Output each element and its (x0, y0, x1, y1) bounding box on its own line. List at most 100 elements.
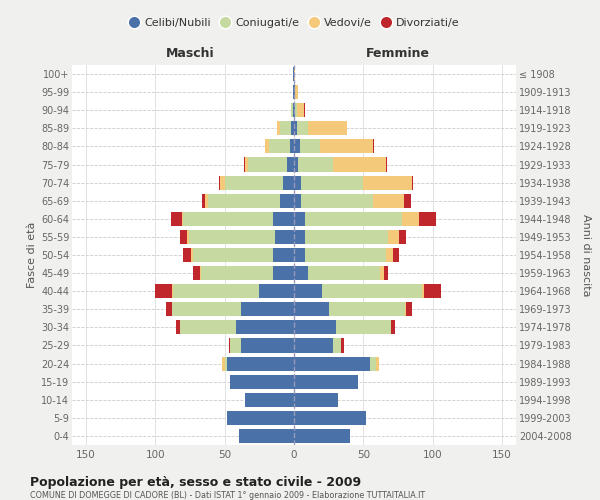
Bar (259, 284, 294, 298)
Bar (220, 176, 224, 190)
Bar (294, 140, 299, 153)
Bar (380, 266, 384, 280)
Bar (176, 320, 180, 334)
Bar (280, 122, 291, 136)
Bar (188, 230, 275, 244)
Bar (273, 248, 294, 262)
Bar (155, 284, 172, 298)
Bar (301, 176, 364, 190)
Bar (273, 212, 294, 226)
Bar (341, 338, 344, 352)
Bar (294, 284, 322, 298)
Bar (294, 266, 308, 280)
Bar (183, 248, 191, 262)
Bar (283, 176, 294, 190)
Bar (222, 356, 224, 370)
Bar (370, 356, 376, 370)
Bar (229, 338, 230, 352)
Bar (248, 158, 287, 172)
Bar (402, 212, 419, 226)
Bar (219, 176, 220, 190)
Bar (294, 411, 366, 425)
Bar (294, 248, 305, 262)
Bar (291, 122, 294, 136)
Bar (406, 302, 412, 316)
Bar (224, 356, 227, 370)
Bar (193, 248, 273, 262)
Bar (308, 122, 347, 136)
Bar (299, 140, 320, 153)
Bar (295, 103, 297, 118)
Bar (295, 85, 298, 99)
Bar (294, 356, 370, 370)
Bar (180, 230, 187, 244)
Bar (173, 284, 259, 298)
Bar (183, 212, 273, 226)
Bar (245, 392, 294, 407)
Bar (305, 230, 388, 244)
Bar (287, 158, 294, 172)
Bar (290, 140, 294, 153)
Bar (294, 230, 305, 244)
Bar (297, 122, 308, 136)
Bar (230, 374, 294, 388)
Bar (304, 103, 305, 118)
Bar (230, 338, 241, 352)
Bar (193, 266, 200, 280)
Bar (236, 320, 294, 334)
Bar (269, 140, 290, 153)
Bar (291, 103, 293, 118)
Bar (305, 248, 386, 262)
Bar (333, 338, 341, 352)
Bar (384, 266, 388, 280)
Y-axis label: Anni di nascita: Anni di nascita (581, 214, 591, 296)
Bar (333, 158, 386, 172)
Bar (298, 158, 333, 172)
Bar (392, 248, 400, 262)
Bar (180, 320, 236, 334)
Bar (294, 302, 329, 316)
Bar (391, 320, 395, 334)
Bar (224, 176, 283, 190)
Bar (294, 67, 295, 81)
Legend: Celibi/Nubili, Coniugati/e, Vedovi/e, Divorziati/e: Celibi/Nubili, Coniugati/e, Vedovi/e, Di… (124, 14, 464, 32)
Bar (227, 356, 294, 370)
Bar (191, 248, 193, 262)
Bar (294, 392, 338, 407)
Bar (294, 85, 295, 99)
Bar (280, 194, 294, 208)
Bar (273, 266, 294, 280)
Bar (294, 176, 301, 190)
Text: Femmine: Femmine (366, 46, 430, 60)
Bar (200, 266, 201, 280)
Bar (277, 122, 280, 136)
Bar (386, 158, 387, 172)
Bar (275, 230, 294, 244)
Bar (320, 140, 373, 153)
Text: Popolazione per età, sesso e stato civile - 2009: Popolazione per età, sesso e stato civil… (30, 476, 361, 489)
Bar (400, 230, 406, 244)
Bar (335, 320, 391, 334)
Bar (245, 158, 248, 172)
Bar (308, 266, 380, 280)
Bar (202, 194, 205, 208)
Bar (301, 194, 373, 208)
Bar (412, 176, 413, 190)
Bar (239, 429, 294, 443)
Bar (172, 302, 241, 316)
Bar (187, 230, 188, 244)
Bar (294, 194, 301, 208)
Bar (293, 67, 294, 81)
Bar (373, 140, 374, 153)
Bar (241, 338, 294, 352)
Bar (244, 158, 245, 172)
Bar (294, 122, 297, 136)
Y-axis label: Fasce di età: Fasce di età (26, 222, 37, 288)
Text: COMUNE DI DOMEGGE DI CADORE (BL) - Dati ISTAT 1° gennaio 2009 - Elaborazione TUT: COMUNE DI DOMEGGE DI CADORE (BL) - Dati … (30, 491, 425, 500)
Bar (404, 194, 410, 208)
Bar (364, 176, 412, 190)
Bar (208, 194, 280, 208)
Bar (419, 212, 436, 226)
Bar (405, 302, 406, 316)
Bar (294, 374, 358, 388)
